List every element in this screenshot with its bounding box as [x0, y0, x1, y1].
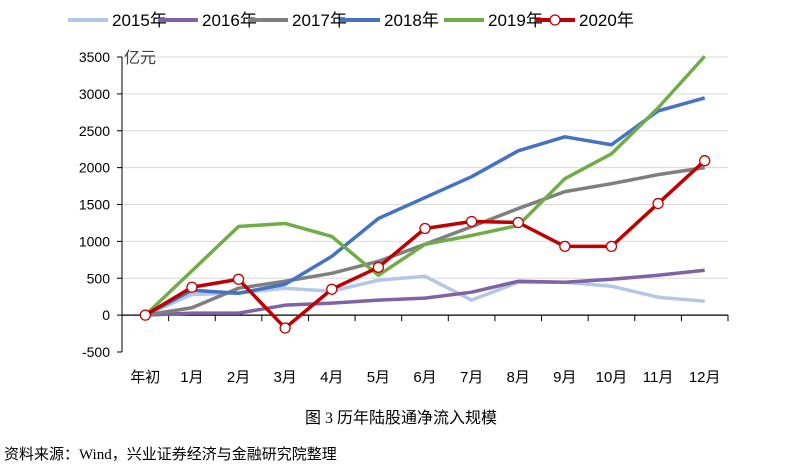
data-point [652, 197, 664, 210]
y-tick-label: 2000 [79, 160, 110, 176]
legend-marker [549, 14, 561, 26]
series-line-2016年 [145, 268, 705, 317]
y-axis-label: 亿元 [124, 49, 156, 67]
y-tick-label: 3000 [79, 86, 110, 102]
source-note: 资料来源：Wind，兴业证券经济与金融研究院整理 [4, 447, 337, 463]
legend-label: 2020年 [579, 11, 634, 30]
data-point [279, 322, 291, 334]
y-tick-label: -500 [82, 344, 110, 360]
axes: -500 0 500 1000 1500 2000 2500 3000 3500 年初 1月 2月 3月… [79, 49, 729, 386]
x-tick-label: 8月 [507, 369, 530, 386]
x-tick-label: 年初 [130, 369, 160, 386]
x-tick-label: 7月 [460, 369, 483, 386]
legend-label: 2015年 [112, 11, 167, 30]
x-tick-label: 10月 [596, 369, 628, 386]
data-point [139, 309, 151, 321]
y-tick-label: 1500 [79, 197, 110, 213]
data-point [372, 261, 385, 273]
y-tick-label: 0 [102, 307, 110, 323]
series-lines [139, 55, 711, 334]
series-line-2018年 [144, 96, 706, 317]
legend-label: 2018年 [384, 11, 439, 30]
data-point [186, 281, 198, 293]
x-tick-label: 5月 [367, 369, 390, 386]
y-tick-label: 2500 [79, 123, 110, 139]
data-point [605, 240, 618, 253]
x-tick-label: 6月 [413, 369, 436, 386]
legend-label: 2016年 [202, 11, 257, 30]
data-point [699, 155, 711, 167]
legend-label: 2017年 [292, 11, 347, 30]
figure-caption: 图 3 历年陆股通净流入规模 [304, 410, 497, 427]
data-point [419, 222, 431, 235]
data-point [465, 215, 478, 228]
x-tick-label: 4月 [320, 369, 343, 386]
y-tick-label: 3500 [79, 49, 110, 65]
x-tick-label: 9月 [553, 369, 576, 386]
series-line-2019年 [144, 55, 706, 317]
data-point [512, 216, 524, 229]
x-tick-label: 3月 [273, 369, 296, 386]
x-tick-label: 1月 [180, 369, 203, 386]
y-tick-label: 500 [87, 270, 111, 286]
x-tick-label: 2月 [227, 369, 250, 386]
data-point [232, 273, 245, 285]
data-point [326, 283, 338, 295]
legend-label: 2019年 [488, 11, 543, 30]
x-tick-label: 11月 [643, 369, 674, 386]
y-tick-label: 1000 [79, 233, 110, 249]
data-point [559, 240, 571, 253]
line-chart: -500 0 500 1000 1500 2000 2500 3000 3500 年初 1月 2月 3月… [68, 11, 729, 386]
x-tick-label: 12月 [689, 369, 721, 386]
legend: 2015年 2016年 2017年 2018年 2019年 2020年 [68, 11, 634, 30]
